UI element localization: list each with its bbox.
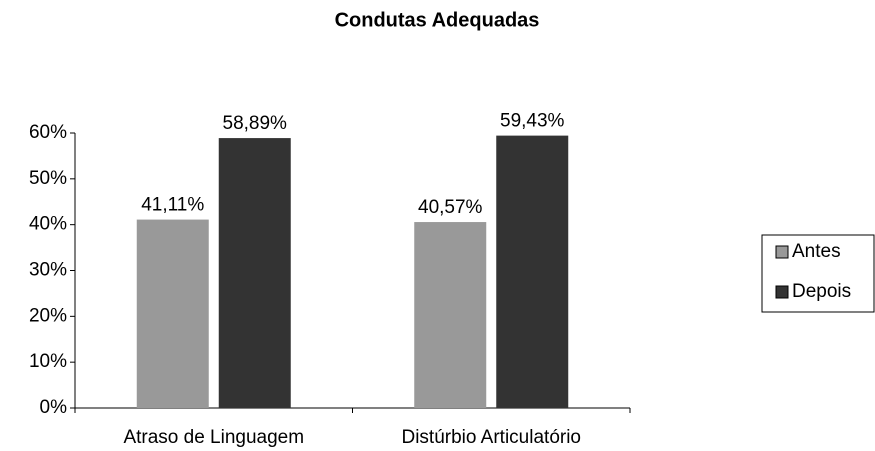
x-tick-label: Distúrbio Articulatório	[401, 427, 581, 448]
y-tick-label: 0%	[40, 397, 68, 418]
legend-swatch	[775, 245, 789, 259]
legend-label: Antes	[792, 241, 841, 262]
legend-label: Depois	[792, 281, 851, 302]
data-label: 40,57%	[418, 197, 483, 218]
bar	[218, 138, 291, 408]
y-tick-label: 10%	[29, 351, 67, 372]
legend-swatch	[775, 285, 789, 299]
x-tick-label: Atraso de Linguagem	[123, 427, 304, 448]
bar	[136, 219, 209, 408]
data-label: 58,89%	[223, 113, 288, 134]
chart-title: Condutas Adequadas	[335, 9, 540, 31]
y-tick-label: 30%	[29, 260, 67, 281]
data-label: 59,43%	[500, 111, 565, 132]
data-label: 41,11%	[141, 195, 204, 216]
y-tick-label: 40%	[29, 214, 67, 235]
y-tick-label: 60%	[29, 122, 67, 143]
bar	[414, 222, 487, 408]
y-tick-label: 20%	[29, 305, 67, 326]
bar	[496, 135, 569, 409]
y-tick-label: 50%	[29, 168, 67, 189]
